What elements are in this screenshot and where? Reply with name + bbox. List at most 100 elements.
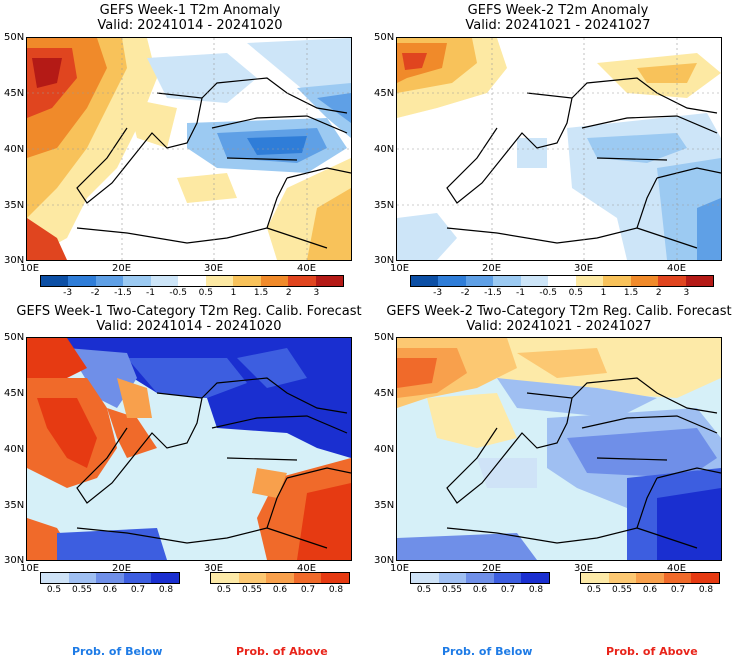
panel1-valid-text: Valid: 20241014 - 20241020 <box>97 18 283 33</box>
panel3-lon-20: 20E <box>112 563 132 574</box>
colorbar-tick-label: -3 <box>433 288 443 298</box>
panel1-title: GEFS Week-1 T2m Anomaly Valid: 20241014 … <box>30 3 350 33</box>
panel4-title: GEFS Week-2 Two-Category T2m Reg. Calib.… <box>378 304 740 334</box>
colorbar-swatch <box>178 276 206 286</box>
panel2-lon-30: 30E <box>574 263 594 274</box>
colorbar-swatch <box>68 573 97 583</box>
panel1-anomaly-map <box>26 37 352 261</box>
panel2-lat-30: 30N <box>374 255 395 266</box>
panel4-above-ticks: 0.5 0.55 0.6 0.7 0.8 <box>580 585 720 597</box>
panel2-lon-20: 20E <box>482 263 502 274</box>
panel1-lon-40: 40E <box>297 263 317 274</box>
panel3-title: GEFS Week-1 Two-Category T2m Reg. Calib.… <box>8 304 370 334</box>
colorbar-swatch <box>466 573 494 583</box>
panel3-lon-40: 40E <box>297 563 317 574</box>
panel4-below-ticks: 0.5 0.55 0.6 0.7 0.8 <box>410 585 550 597</box>
panel3-lat-45: 45N <box>4 388 25 399</box>
colorbar-tick-label: 0.55 <box>441 585 463 595</box>
colorbar-swatch <box>211 573 239 583</box>
panel3-lon-10: 10E <box>20 563 40 574</box>
panel2-lat-40: 40N <box>374 144 395 155</box>
colorbar-tick-label: 0.6 <box>272 585 288 595</box>
colorbar-tick-label: 0.6 <box>472 585 488 595</box>
colorbar-swatch <box>293 573 322 583</box>
panel1-title-text: GEFS Week-1 T2m Anomaly <box>99 3 281 18</box>
colorbar-swatch <box>321 573 349 583</box>
panel4-valid-text: Valid: 20241021 - 20241027 <box>466 319 652 334</box>
colorbar-tick-label: 1.5 <box>253 288 269 298</box>
panel4-prob-below-label: Prob. of Below <box>442 645 533 658</box>
colorbar-tick-label: 0.8 <box>528 585 544 595</box>
colorbar-tick-label: 0.6 <box>642 585 658 595</box>
colorbar-swatch <box>288 276 316 286</box>
colorbar-tick-label: -1.5 <box>484 288 502 298</box>
colorbar-swatch <box>68 276 96 286</box>
colorbar-swatch <box>630 276 659 286</box>
colorbar-tick-label: -0.5 <box>539 288 557 298</box>
colorbar-swatch <box>691 573 719 583</box>
colorbar-tick-label: 1 <box>600 288 607 298</box>
colorbar-swatch <box>663 573 692 583</box>
colorbar-swatch <box>685 276 713 286</box>
colorbar-tick-label: 0.5 <box>568 288 583 298</box>
panel3-below-colorbar <box>40 572 180 584</box>
colorbar-swatch <box>151 573 179 583</box>
colorbar-swatch <box>205 276 234 286</box>
colorbar-swatch <box>41 573 69 583</box>
colorbar-tick-label: 0.5 <box>198 288 213 298</box>
colorbar-swatch <box>41 276 69 286</box>
colorbar-swatch <box>575 276 604 286</box>
colorbar-tick-label: 3 <box>313 288 320 298</box>
colorbar-swatch <box>233 276 261 286</box>
colorbar-tick-label: -1.5 <box>114 288 132 298</box>
panel4-probability-map <box>396 337 722 561</box>
colorbar-tick-label: 0.5 <box>216 585 232 595</box>
colorbar-tick-label: 3 <box>683 288 690 298</box>
colorbar-tick-label: 0.8 <box>328 585 344 595</box>
panel2-colorbar-ticks: -3 -2 -1.5 -1 -0.5 0.5 1 1.5 2 3 <box>410 288 714 300</box>
panel1-lon-30: 30E <box>204 263 224 274</box>
colorbar-swatch <box>465 276 494 286</box>
panel3-title-text: GEFS Week-1 Two-Category T2m Reg. Calib.… <box>16 304 362 319</box>
panel4-lat-50: 50N <box>374 332 395 343</box>
panel3-lat-50: 50N <box>4 332 25 343</box>
panel1-lat-50: 50N <box>4 32 25 43</box>
colorbar-swatch <box>123 573 152 583</box>
panel4-lon-10: 10E <box>390 563 410 574</box>
panel4-title-text: GEFS Week-2 Two-Category T2m Reg. Calib.… <box>386 304 732 319</box>
colorbar-tick-label: 0.7 <box>670 585 686 595</box>
colorbar-tick-label: 1.5 <box>623 288 639 298</box>
colorbar-tick-label: 1 <box>230 288 237 298</box>
colorbar-tick-label: 2 <box>285 288 292 298</box>
colorbar-swatch <box>608 573 637 583</box>
panel1-lon-10: 10E <box>20 263 40 274</box>
panel2-lon-40: 40E <box>667 263 687 274</box>
panel3-lat-35: 35N <box>4 500 25 511</box>
panel3-above-colorbar <box>210 572 350 584</box>
colorbar-swatch <box>150 276 179 286</box>
panel2-lon-10: 10E <box>390 263 410 274</box>
panel2-anomaly-colorbar <box>410 275 714 287</box>
colorbar-tick-label: 0.55 <box>611 585 633 595</box>
colorbar-swatch <box>260 276 289 286</box>
colorbar-swatch <box>636 573 664 583</box>
panel1-lat-40: 40N <box>4 144 25 155</box>
colorbar-tick-label: 0.8 <box>158 585 174 595</box>
panel1-lon-20: 20E <box>112 263 132 274</box>
panel1-lat-30: 30N <box>4 255 25 266</box>
panel2-valid-text: Valid: 20241021 - 20241027 <box>465 18 651 33</box>
panel3-prob-below-label: Prob. of Below <box>72 645 163 658</box>
panel4-lon-20: 20E <box>482 563 502 574</box>
panel1-colorbar-ticks: -3 -2 -1.5 -1 -0.5 0.5 1 1.5 2 3 <box>40 288 344 300</box>
colorbar-swatch <box>266 573 294 583</box>
colorbar-swatch <box>493 276 521 286</box>
colorbar-tick-label: 0.7 <box>500 585 516 595</box>
panel2-title-text: GEFS Week-2 T2m Anomaly <box>467 3 649 18</box>
colorbar-swatch <box>411 573 439 583</box>
colorbar-swatch <box>438 276 466 286</box>
panel2-lat-50: 50N <box>374 32 395 43</box>
colorbar-tick-label: 0.5 <box>46 585 62 595</box>
colorbar-swatch <box>581 573 609 583</box>
panel4-below-colorbar <box>410 572 550 584</box>
colorbar-swatch <box>411 276 439 286</box>
